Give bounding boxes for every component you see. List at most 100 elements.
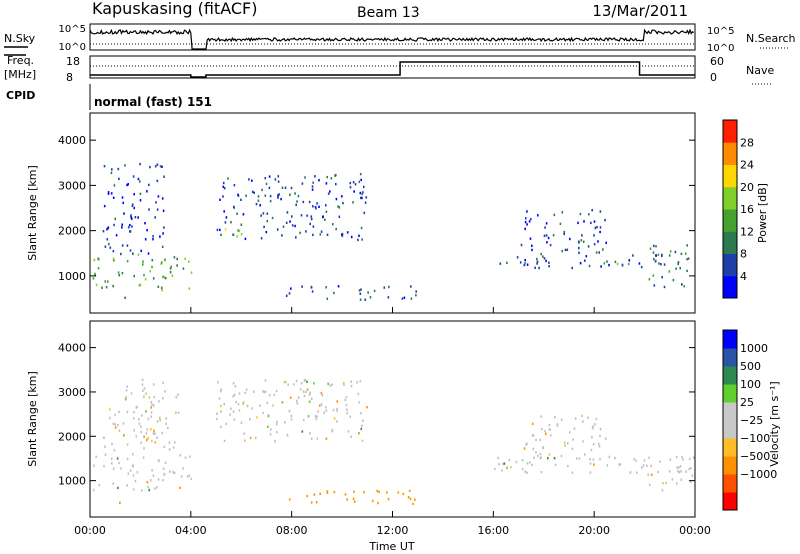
nsearch-tick-bottom: 10^0 xyxy=(707,43,734,54)
echo-cell xyxy=(130,392,133,395)
echo-cell xyxy=(138,418,140,421)
echo-cell xyxy=(578,457,581,460)
echo-cell xyxy=(598,251,600,254)
velocity-colorbar-label: Velocity [m s⁻¹] xyxy=(768,381,781,466)
echo-cell xyxy=(397,491,400,494)
echo-cell xyxy=(599,458,601,461)
velocity-y-axis-label: Slant Range [km] xyxy=(26,371,39,467)
echo-cell xyxy=(364,201,367,204)
echo-cell xyxy=(361,424,363,427)
echo-cell xyxy=(587,245,590,248)
echo-cell xyxy=(525,443,527,446)
echo-cell xyxy=(133,206,135,210)
echo-cell xyxy=(561,249,563,253)
echo-cell xyxy=(362,419,364,422)
echo-cell xyxy=(333,291,335,295)
echo-cell xyxy=(539,438,541,442)
velocity-colorbar: 1000 500 100 25 −25 −100 −500 −1000 xyxy=(722,329,777,511)
echo-cell xyxy=(567,442,569,445)
echo-cell xyxy=(154,165,157,168)
echo-cell xyxy=(120,252,122,256)
echo-cell xyxy=(245,194,247,197)
echo-cell xyxy=(266,401,269,405)
echo-cell xyxy=(361,439,364,442)
echo-cell xyxy=(326,175,328,179)
echo-cell xyxy=(133,417,135,420)
echo-cell xyxy=(161,197,164,200)
echo-cell xyxy=(659,460,661,463)
echo-cell xyxy=(325,182,328,185)
echo-cell xyxy=(110,171,113,175)
echo-cell xyxy=(542,446,544,450)
echo-cell xyxy=(681,283,683,286)
echo-cell xyxy=(661,254,663,258)
echo-cell xyxy=(387,296,390,299)
x-tick-label: 04:00 xyxy=(175,524,207,537)
echo-cell xyxy=(147,485,149,489)
echo-cell xyxy=(668,470,671,473)
echo-cell xyxy=(526,223,528,226)
echo-cell xyxy=(674,250,677,254)
echo-cell xyxy=(125,389,128,392)
echo-cell xyxy=(652,244,655,248)
echo-cell xyxy=(142,389,144,392)
echo-cell xyxy=(589,471,592,474)
echo-cell xyxy=(408,489,411,492)
echo-cell xyxy=(686,258,688,261)
echo-cell xyxy=(308,200,311,204)
echo-cell xyxy=(535,438,537,442)
power-colorbar-tick: 16 xyxy=(740,203,754,216)
echo-cell xyxy=(156,179,159,183)
power-colorbar-segment xyxy=(723,142,737,165)
echo-cell xyxy=(661,489,664,492)
echo-cell xyxy=(536,262,538,265)
echo-cell xyxy=(132,175,135,178)
power-colorbar-tick: 12 xyxy=(740,225,754,238)
echo-cell xyxy=(136,405,138,409)
echo-cell xyxy=(124,164,126,167)
frequency-line xyxy=(90,61,695,78)
echo-cell xyxy=(284,380,287,384)
echo-cell xyxy=(291,224,294,227)
echo-cell xyxy=(306,380,308,383)
echo-cell xyxy=(362,191,364,194)
echo-cell xyxy=(560,454,563,458)
power-colorbar-segment xyxy=(723,275,737,299)
echo-cell xyxy=(146,428,149,431)
echo-cell xyxy=(236,212,238,215)
echo-cell xyxy=(140,441,143,444)
echo-cell xyxy=(145,392,147,395)
echo-cell xyxy=(683,285,685,288)
echo-cell xyxy=(690,466,692,470)
echo-cell xyxy=(133,274,135,278)
echo-cell xyxy=(174,441,176,444)
echo-cell xyxy=(284,421,286,424)
echo-cell xyxy=(588,264,591,268)
echo-cell xyxy=(687,257,690,260)
velocity-colorbar-segment xyxy=(723,474,737,493)
echo-cell xyxy=(269,433,272,436)
echo-cell xyxy=(282,225,285,228)
echo-cell xyxy=(132,453,134,456)
echo-cell xyxy=(260,237,263,240)
echo-cell xyxy=(109,416,111,420)
echo-cell xyxy=(338,206,341,209)
echo-cell xyxy=(172,470,174,474)
echo-cell xyxy=(163,276,166,279)
echo-cell xyxy=(301,285,303,288)
echo-cell xyxy=(633,457,635,461)
freq-panel xyxy=(89,55,696,79)
echo-cell xyxy=(361,196,363,200)
echo-cell xyxy=(127,226,130,229)
echo-cell xyxy=(540,456,542,459)
echo-cell xyxy=(358,180,361,184)
echo-cell xyxy=(554,463,557,466)
echo-cell xyxy=(265,230,268,234)
echo-cell xyxy=(153,432,155,435)
echo-cell xyxy=(363,491,365,494)
echo-cell xyxy=(262,212,265,215)
echo-cell xyxy=(357,238,359,242)
echo-cell xyxy=(594,226,597,230)
echo-cell xyxy=(148,396,151,399)
echo-cell xyxy=(632,254,634,257)
